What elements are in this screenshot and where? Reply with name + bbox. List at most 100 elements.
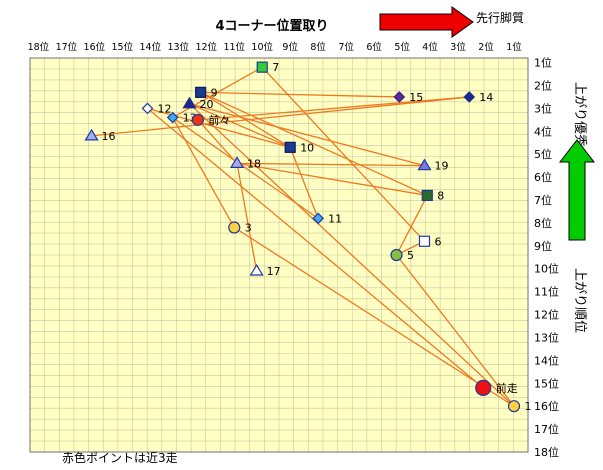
horse-square-marker	[256, 61, 268, 73]
horse-label: 17	[267, 265, 281, 278]
horse-label: 5	[407, 249, 414, 262]
right-bottom-label: 上がり順位	[572, 268, 587, 333]
x-tick-label: 7位	[338, 41, 354, 53]
horse-square-marker	[284, 141, 296, 153]
connection-line	[395, 195, 428, 256]
horse-circle-marker	[191, 113, 204, 126]
green-arrow	[558, 139, 596, 241]
horse-circle-marker	[507, 400, 521, 413]
horse-label: 11	[328, 212, 342, 225]
horse-point: 14	[463, 91, 493, 104]
connection-line	[395, 254, 515, 407]
x-tick-label: 10位	[251, 41, 273, 53]
x-tick-label: 8位	[310, 41, 326, 53]
y-tick-label: 17位	[534, 422, 559, 436]
horse-label: 8	[437, 189, 444, 202]
connection-line	[172, 117, 235, 228]
connection-line	[91, 96, 470, 137]
horse-point: 5	[390, 248, 414, 262]
y-tick-label: 5位	[534, 147, 552, 161]
y-tick-label: 6位	[534, 170, 552, 184]
connection-line	[200, 91, 428, 197]
connection-line	[233, 226, 515, 407]
connection-line	[189, 103, 515, 407]
horse-circle-marker	[228, 221, 241, 234]
y-tick-label: 14位	[534, 353, 559, 367]
horse-diamond-marker	[312, 212, 325, 225]
horse-label: 18	[247, 157, 261, 170]
connection-line	[197, 119, 238, 164]
horse-diamond-marker	[166, 111, 179, 124]
horse-point: 17	[249, 263, 281, 278]
y-tick-label: 13位	[534, 330, 559, 344]
x-tick-label: 4位	[422, 41, 438, 53]
horse-point: 19	[417, 158, 448, 173]
x-tick-label: 14位	[140, 41, 162, 53]
connection-line	[189, 103, 291, 148]
horse-label: 3	[245, 222, 252, 235]
horse-point: 9	[195, 86, 218, 99]
y-tick-label: 7位	[534, 193, 552, 207]
footnote: 赤色ポイントは近3走	[62, 451, 178, 465]
connection-line	[172, 117, 319, 219]
horse-diamond-marker	[393, 91, 406, 103]
horse-point: 16	[84, 128, 116, 143]
horse-triangle-marker	[249, 263, 264, 276]
horse-point: 前々	[191, 113, 230, 127]
x-tick-label: 1位	[506, 41, 522, 53]
horse-label: 16	[102, 130, 116, 143]
horse-point: 12	[141, 102, 172, 115]
connection-line	[147, 107, 484, 389]
plot-border	[29, 57, 529, 453]
horse-label: 7	[272, 61, 279, 74]
y-tick-label: 16位	[534, 399, 559, 413]
x-tick-label: 5位	[394, 41, 410, 53]
horse-point: 11	[312, 212, 342, 225]
y-tick-label: 18位	[534, 445, 559, 459]
horse-square-marker	[418, 235, 431, 247]
x-tick-label: 17位	[56, 41, 78, 53]
horse-label: 10	[300, 141, 314, 154]
horse-label: 15	[409, 91, 423, 104]
x-tick-label: 11位	[223, 41, 245, 53]
y-tick-label: 15位	[534, 376, 559, 390]
horse-bigcircle-marker	[475, 379, 492, 396]
connection-line	[261, 66, 425, 242]
horse-diamond-marker	[141, 102, 154, 115]
horse-point: 7	[256, 61, 279, 74]
x-tick-label: 12位	[195, 41, 217, 53]
y-axis-ticks: 1位 2位 3位 4位 5位 6位 7位 8位 9位 10位 11位 12位 13位 14位 15位 16位 1…	[534, 56, 559, 459]
horse-label: 19	[434, 160, 448, 173]
y-tick-label: 10位	[534, 262, 559, 276]
horse-point: 15	[393, 91, 423, 104]
horse-point: 8	[421, 189, 444, 202]
x-tick-label: 18位	[28, 41, 50, 53]
y-tick-label: 4位	[534, 124, 552, 138]
chart-title: 4コーナー位置取り	[215, 18, 328, 34]
y-tick-label: 3位	[534, 101, 552, 115]
connection-line	[236, 163, 258, 272]
x-tick-label: 3位	[450, 41, 466, 53]
horse-point: 前走	[475, 379, 518, 396]
horse-circle-marker	[390, 248, 403, 262]
connection-line	[237, 162, 425, 167]
x-tick-label: 13位	[167, 41, 189, 53]
horse-label: 12	[158, 102, 172, 115]
y-tick-label: 11位	[534, 285, 559, 299]
horse-diamond-marker	[463, 91, 476, 103]
y-tick-label: 12位	[534, 308, 559, 322]
y-tick-label: 1位	[534, 56, 552, 70]
horse-point: 20	[182, 96, 213, 111]
horse-triangle-marker	[417, 158, 432, 171]
horse-label: 前走	[496, 381, 518, 395]
x-tick-label: 6位	[366, 41, 382, 53]
horse-square-marker	[421, 189, 433, 202]
y-tick-label: 9位	[534, 239, 552, 253]
connection-line	[197, 96, 470, 121]
horse-point: 10	[284, 141, 314, 154]
horse-point: 3	[228, 221, 252, 235]
chart-header: 4コーナー位置取り 先行脚質	[215, 6, 524, 38]
horse-label: 14	[479, 91, 493, 104]
